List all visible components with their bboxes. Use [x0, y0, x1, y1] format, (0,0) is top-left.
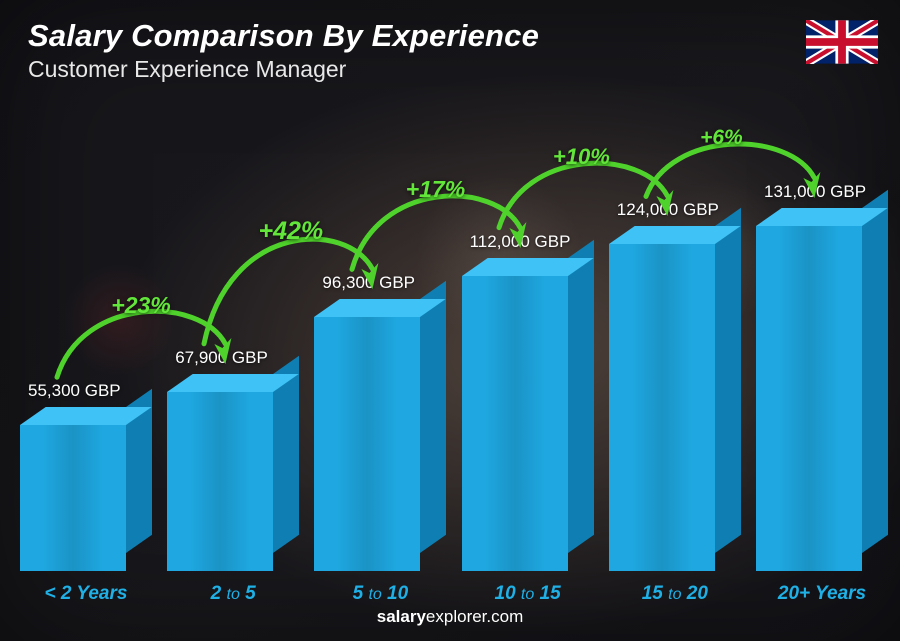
bar	[20, 425, 126, 571]
bar-front	[462, 276, 568, 571]
increase-pct-label: +17%	[406, 176, 465, 203]
bar-side	[862, 190, 888, 553]
bar-category-label: 2 to 5	[167, 583, 299, 605]
footer-bold: salary	[377, 607, 426, 626]
bar	[462, 276, 568, 571]
bar-side	[568, 240, 594, 553]
bar-chart: 55,300 GBP< 2 Years67,900 GBP2 to 596,30…	[20, 105, 862, 571]
footer-brand: salaryexplorer.com	[0, 607, 900, 627]
bar-front	[20, 425, 126, 571]
bar-side	[420, 281, 446, 553]
bar-category-label: < 2 Years	[20, 583, 152, 605]
bar	[167, 392, 273, 571]
bar-category-label: 10 to 15	[462, 583, 594, 605]
increase-pct-label: +42%	[259, 217, 324, 246]
footer-rest: explorer.com	[426, 607, 523, 626]
increase-pct-label: +10%	[553, 144, 610, 170]
bar-front	[756, 226, 862, 571]
title-block: Salary Comparison By Experience Customer…	[28, 18, 539, 83]
uk-flag-icon	[806, 20, 878, 64]
bar-front	[167, 392, 273, 571]
bar-front	[609, 244, 715, 571]
bar	[756, 226, 862, 571]
bar-side	[715, 208, 741, 553]
infographic-canvas: Salary Comparison By Experience Customer…	[0, 0, 900, 641]
increase-pct-label: +23%	[111, 292, 170, 319]
bar-category-label: 15 to 20	[609, 583, 741, 605]
bar-category-label: 20+ Years	[756, 583, 888, 605]
increase-pct-label: +6%	[700, 126, 743, 150]
page-title: Salary Comparison By Experience	[28, 18, 539, 54]
page-subtitle: Customer Experience Manager	[28, 56, 539, 83]
bar	[609, 244, 715, 571]
bar-category-label: 5 to 10	[314, 583, 446, 605]
